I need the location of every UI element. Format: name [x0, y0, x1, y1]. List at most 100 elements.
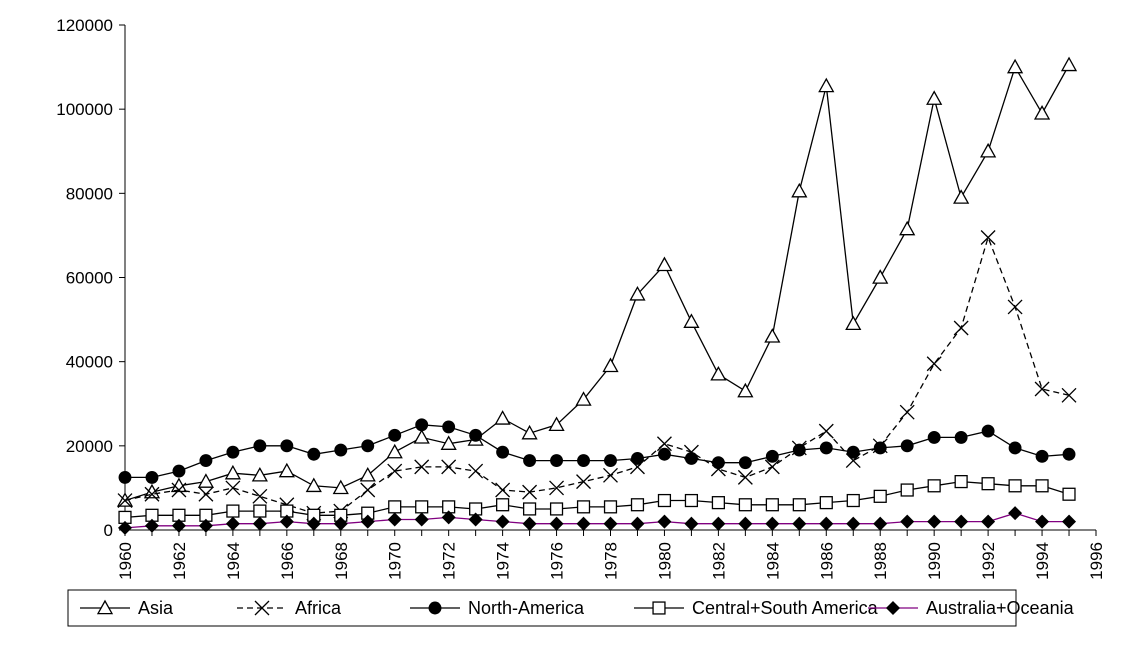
data-point [873, 489, 887, 503]
x-tick-label: 1992 [979, 542, 998, 580]
legend-item: Asia [80, 598, 174, 618]
data-point [1006, 58, 1024, 74]
data-point [953, 189, 970, 204]
data-point [253, 504, 267, 518]
data-point [306, 516, 321, 531]
data-point [926, 90, 943, 105]
data-point [441, 510, 456, 525]
x-tick-label: 1972 [440, 542, 459, 580]
data-point [630, 498, 645, 512]
data-point [522, 502, 537, 516]
x-tick-label: 1962 [170, 542, 189, 580]
series-africa [117, 230, 1077, 521]
data-point [307, 447, 321, 461]
data-point [792, 498, 806, 512]
data-point [602, 357, 619, 373]
data-point [550, 454, 564, 468]
data-point [197, 473, 215, 488]
data-point [495, 514, 510, 529]
data-point [144, 486, 160, 502]
x-tick-label: 1976 [548, 542, 567, 580]
data-point [603, 500, 618, 514]
y-tick-label: 120000 [56, 16, 113, 35]
data-point [549, 516, 564, 531]
data-point [332, 479, 349, 495]
data-point [415, 500, 429, 514]
data-point [1008, 441, 1022, 455]
data-point [656, 256, 673, 272]
data-point [1034, 381, 1050, 397]
data-point [765, 498, 779, 512]
x-tick-label: 1986 [817, 542, 836, 580]
data-point [846, 516, 861, 531]
data-point [629, 285, 646, 301]
legend-label: North-America [468, 598, 585, 618]
y-tick-label: 80000 [66, 184, 113, 203]
legend-label: Africa [295, 598, 342, 618]
data-point [873, 516, 888, 531]
data-point [1062, 487, 1076, 501]
data-point [224, 464, 241, 480]
data-point [845, 315, 862, 331]
x-tick-label: 1974 [494, 542, 513, 580]
data-point [900, 483, 914, 497]
data-point [657, 514, 672, 529]
data-point [495, 482, 511, 498]
x-tick-label: 1990 [925, 542, 944, 580]
data-point [414, 459, 430, 475]
data-point [226, 504, 240, 518]
x-tick-label: 1978 [602, 542, 621, 580]
data-point [117, 520, 133, 535]
data-point [1035, 514, 1050, 529]
data-point [981, 424, 995, 438]
x-tick-label: 1966 [278, 542, 297, 580]
data-point [359, 466, 376, 482]
data-point [927, 430, 941, 444]
series-australia-oceania [117, 506, 1077, 535]
data-point [684, 452, 698, 465]
data-point [926, 356, 942, 372]
series-line [124, 64, 1070, 502]
data-point [548, 416, 565, 432]
data-point [1008, 479, 1022, 493]
legend-marker [96, 599, 114, 615]
data-point [469, 428, 483, 442]
data-point [900, 514, 915, 529]
data-point [657, 493, 672, 508]
data-point [684, 493, 699, 508]
data-point [494, 410, 511, 425]
data-point [144, 518, 159, 533]
data-point [819, 516, 834, 531]
data-point [1035, 479, 1049, 493]
data-point [415, 418, 429, 432]
data-point [927, 514, 942, 529]
data-point [899, 220, 916, 236]
data-point [819, 496, 833, 510]
data-point [413, 429, 430, 444]
data-point [251, 466, 268, 482]
legend-marker [254, 600, 270, 616]
data-point [792, 443, 806, 457]
data-point [1008, 506, 1023, 521]
data-point [496, 498, 510, 512]
x-tick-label: 1982 [709, 542, 728, 580]
data-point [225, 480, 241, 496]
data-point [1035, 449, 1049, 463]
data-point [198, 518, 213, 533]
data-point [522, 516, 537, 531]
legend-marker [428, 601, 442, 615]
data-point [549, 480, 565, 496]
data-point [818, 423, 834, 439]
legend-marker [652, 601, 666, 615]
legend-marker [885, 600, 901, 616]
data-point [954, 514, 969, 529]
data-point [440, 435, 457, 450]
data-point [360, 514, 375, 529]
data-point [305, 477, 322, 493]
data-point [1061, 387, 1077, 403]
x-tick-label: 1968 [332, 542, 351, 580]
data-point [765, 516, 780, 531]
legend-item: North-America [410, 598, 585, 618]
series-line [124, 480, 1070, 519]
y-tick-label: 0 [104, 521, 113, 540]
